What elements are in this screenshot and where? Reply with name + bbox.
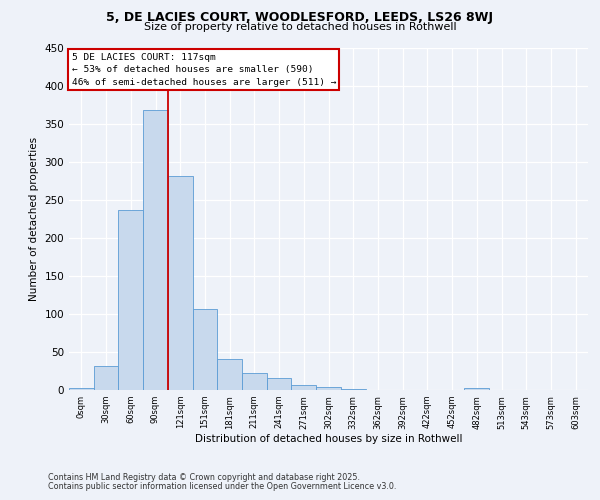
Bar — [292, 386, 316, 390]
Bar — [94, 366, 118, 390]
Text: Size of property relative to detached houses in Rothwell: Size of property relative to detached ho… — [143, 22, 457, 32]
Bar — [193, 310, 217, 390]
Bar — [267, 378, 292, 390]
Bar — [316, 387, 341, 390]
Text: 5 DE LACIES COURT: 117sqm
← 53% of detached houses are smaller (590)
46% of semi: 5 DE LACIES COURT: 117sqm ← 53% of detac… — [71, 52, 336, 86]
Bar — [464, 388, 489, 390]
Text: Contains HM Land Registry data © Crown copyright and database right 2025.: Contains HM Land Registry data © Crown c… — [48, 472, 360, 482]
Text: 5, DE LACIES COURT, WOODLESFORD, LEEDS, LS26 8WJ: 5, DE LACIES COURT, WOODLESFORD, LEEDS, … — [107, 11, 493, 24]
X-axis label: Distribution of detached houses by size in Rothwell: Distribution of detached houses by size … — [195, 434, 462, 444]
Text: Contains public sector information licensed under the Open Government Licence v3: Contains public sector information licen… — [48, 482, 397, 491]
Bar — [242, 374, 267, 390]
Y-axis label: Number of detached properties: Number of detached properties — [29, 136, 39, 301]
Bar — [168, 176, 193, 390]
Bar — [118, 210, 143, 390]
Bar — [217, 359, 242, 390]
Bar — [69, 388, 94, 390]
Bar — [143, 110, 168, 390]
Bar — [341, 389, 365, 390]
